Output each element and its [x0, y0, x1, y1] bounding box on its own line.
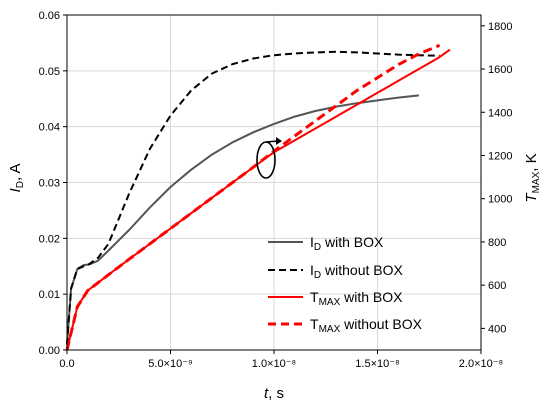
x-tick-label: 5.0×10⁻⁹ — [148, 358, 192, 370]
x-axis-title: t, s — [264, 385, 284, 402]
series-line-1 — [66, 50, 440, 345]
y-right-tick-label: 600 — [488, 280, 506, 292]
y-right-tick-label: 1600 — [488, 64, 512, 76]
x-tick-label: 1.5×10⁻⁸ — [355, 358, 399, 370]
y-right-tick-label: 1000 — [488, 194, 512, 206]
y-right-tick-label: 1800 — [488, 21, 512, 33]
svg-text:ID with BOX: ID with BOX — [310, 234, 384, 253]
y-right-axis-title: TMAX, K — [523, 153, 542, 202]
x-tick-label: 2.0×10⁻⁸ — [459, 358, 503, 370]
series-line-3 — [65, 43, 441, 351]
y-left-tick-label: 0.06 — [39, 10, 60, 22]
y-right-axis-ticks: 400 600 800 1000 1200 1400 1600 1800 — [481, 21, 512, 335]
x-axis-ticks: 0.0 5.0×10⁻⁹ 1.0×10⁻⁸ 1.5×10⁻⁸ 2.0×10⁻⁸ — [59, 350, 503, 370]
svg-text:TMAX with BOX: TMAX with BOX — [310, 289, 403, 308]
svg-text:TMAX without BOX: TMAX without BOX — [310, 316, 423, 335]
y-left-tick-label: 0.04 — [39, 122, 60, 134]
y-left-axis-title: ID, A — [7, 164, 26, 193]
series-lines — [65, 43, 451, 351]
y-left-tick-label: 0.02 — [39, 233, 60, 245]
y-right-tick-label: 800 — [488, 237, 506, 249]
axis-assignment-arrow-icon — [256, 137, 282, 179]
svg-text:ID without BOX: ID without BOX — [310, 262, 403, 281]
y-left-tick-label: 0.01 — [39, 289, 60, 301]
grid-lines — [67, 15, 481, 350]
y-right-tick-label: 1400 — [488, 107, 512, 119]
y-left-tick-label: 0.00 — [39, 345, 60, 357]
legend: ID with BOX ID without BOX TMAX with BOX… — [268, 234, 423, 335]
legend-entry-id-with-box: ID with BOX — [268, 234, 384, 253]
series-line-0 — [66, 94, 420, 345]
y-left-tick-label: 0.03 — [39, 178, 60, 190]
legend-entry-id-without-box: ID without BOX — [268, 262, 403, 281]
legend-entry-tmax-with-box: TMAX with BOX — [268, 289, 403, 308]
y-right-tick-label: 1200 — [488, 150, 512, 162]
legend-entry-tmax-without-box: TMAX without BOX — [268, 316, 423, 335]
y-right-tick-label: 400 — [488, 323, 506, 335]
y-left-axis-ticks: 0.00 0.01 0.02 0.03 0.04 0.05 0.06 — [39, 10, 67, 357]
y-left-tick-label: 0.05 — [39, 66, 60, 78]
x-tick-label: 1.0×10⁻⁸ — [252, 358, 296, 370]
x-tick-label: 0.0 — [59, 358, 74, 370]
